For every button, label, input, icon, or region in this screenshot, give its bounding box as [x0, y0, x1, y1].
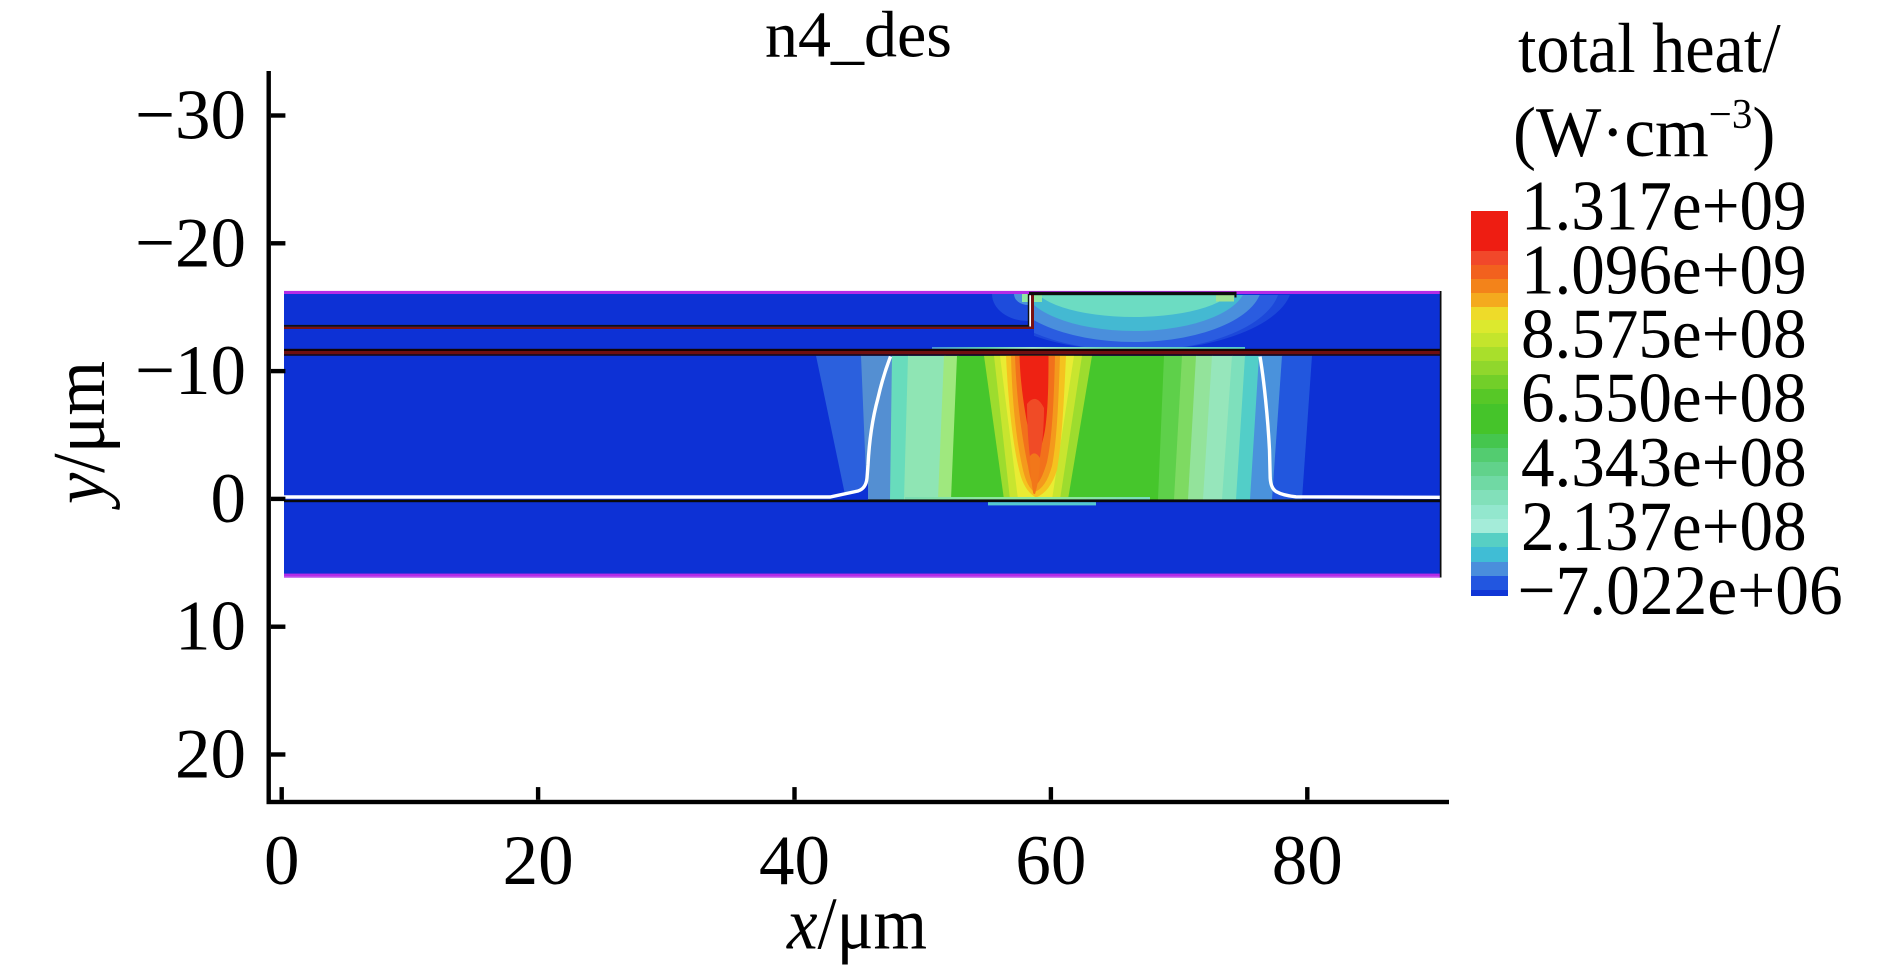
svg-text:20: 20 [503, 822, 574, 900]
svg-text:total heat/: total heat/ [1518, 9, 1782, 88]
svg-text:0: 0 [211, 460, 247, 538]
svg-text:2.137e+08: 2.137e+08 [1521, 486, 1807, 565]
svg-text:4.343e+08: 4.343e+08 [1521, 422, 1807, 501]
svg-text:10: 10 [175, 588, 246, 666]
svg-text:1.096e+09: 1.096e+09 [1521, 230, 1807, 309]
svg-text:6.550e+08: 6.550e+08 [1521, 358, 1807, 437]
svg-text:1.317e+09: 1.317e+09 [1521, 166, 1807, 245]
svg-text:40: 40 [759, 822, 830, 900]
svg-text:n4_des: n4_des [765, 0, 952, 71]
svg-text:−30: −30 [135, 77, 246, 155]
svg-text:−20: −20 [135, 204, 246, 282]
svg-text:0: 0 [264, 822, 300, 900]
svg-text:80: 80 [1272, 822, 1343, 900]
svg-text:y/μm: y/μm [38, 361, 120, 511]
svg-text:−10: −10 [135, 332, 246, 410]
svg-text:60: 60 [1015, 822, 1086, 900]
svg-text:8.575e+08: 8.575e+08 [1521, 294, 1807, 373]
svg-text:−7.022e+06: −7.022e+06 [1518, 550, 1843, 629]
svg-text:x/μm: x/μm [786, 883, 927, 965]
svg-text:20: 20 [175, 716, 246, 794]
